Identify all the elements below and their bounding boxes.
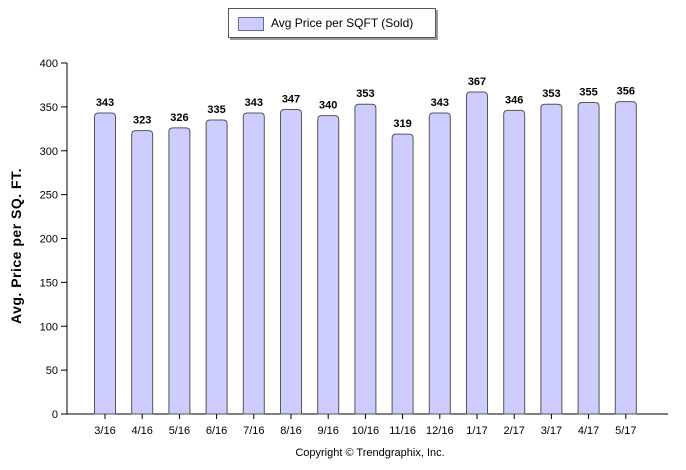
bar bbox=[205, 119, 228, 415]
legend-swatch bbox=[238, 17, 264, 31]
data-label: 335 bbox=[207, 104, 225, 116]
bar bbox=[354, 103, 377, 415]
y-tick-label: 150 bbox=[40, 277, 58, 289]
bar bbox=[466, 91, 488, 415]
bar bbox=[577, 101, 600, 415]
y-tick-label: 300 bbox=[40, 146, 58, 158]
y-tick-label: 400 bbox=[40, 58, 58, 70]
x-tick-label: 8/16 bbox=[280, 425, 301, 437]
bar bbox=[131, 130, 154, 415]
data-label: 353 bbox=[542, 88, 560, 100]
x-tick-label: 6/16 bbox=[206, 425, 227, 437]
data-label: 319 bbox=[393, 118, 411, 130]
bar bbox=[503, 109, 526, 415]
x-tick-label: 12/16 bbox=[426, 425, 454, 437]
data-label: 367 bbox=[468, 76, 486, 88]
bar bbox=[540, 103, 563, 415]
bar bbox=[428, 112, 451, 415]
x-tick-label: 4/17 bbox=[578, 425, 599, 437]
data-label: 326 bbox=[170, 112, 188, 124]
data-label: 343 bbox=[96, 97, 114, 109]
bar bbox=[317, 115, 340, 415]
bar bbox=[242, 112, 265, 415]
y-tick-label: 200 bbox=[40, 234, 58, 246]
x-tick-label: 1/17 bbox=[466, 425, 487, 437]
x-tick-label: 11/16 bbox=[389, 425, 416, 437]
x-tick-label: 5/16 bbox=[169, 425, 190, 437]
y-tick-label: 350 bbox=[40, 102, 58, 114]
data-label: 353 bbox=[356, 88, 374, 100]
x-tick-label: 5/17 bbox=[615, 425, 636, 437]
data-label: 343 bbox=[431, 97, 449, 109]
bar bbox=[168, 127, 191, 415]
x-tick-label: 4/16 bbox=[131, 425, 152, 437]
y-tick-label: 250 bbox=[40, 190, 58, 202]
data-label: 346 bbox=[505, 94, 523, 106]
x-tick-label: 3/17 bbox=[541, 425, 562, 437]
bar bbox=[391, 133, 414, 415]
legend-label: Avg Price per SQFT (Sold) bbox=[271, 16, 414, 30]
bar bbox=[614, 101, 637, 415]
data-label: 343 bbox=[245, 97, 263, 109]
x-tick-label: 2/17 bbox=[503, 425, 524, 437]
y-tick-label: 50 bbox=[46, 365, 58, 377]
x-tick-label: 9/16 bbox=[317, 425, 338, 437]
chart-legend: Avg Price per SQFT (Sold) bbox=[228, 8, 436, 38]
x-tick-label: 3/16 bbox=[94, 425, 115, 437]
x-tick-label: 7/16 bbox=[243, 425, 264, 437]
data-label: 355 bbox=[579, 86, 597, 98]
x-tick-label: 10/16 bbox=[352, 425, 380, 437]
y-tick-label: 100 bbox=[40, 321, 58, 333]
y-tick-label: 0 bbox=[52, 409, 58, 421]
data-label: 356 bbox=[617, 86, 635, 98]
data-label: 323 bbox=[133, 115, 151, 127]
copyright-text: Copyright © Trendgraphix, Inc. bbox=[295, 447, 445, 459]
data-label: 340 bbox=[319, 100, 337, 112]
bar bbox=[280, 109, 302, 415]
data-label: 347 bbox=[282, 94, 300, 106]
bar bbox=[94, 112, 116, 415]
